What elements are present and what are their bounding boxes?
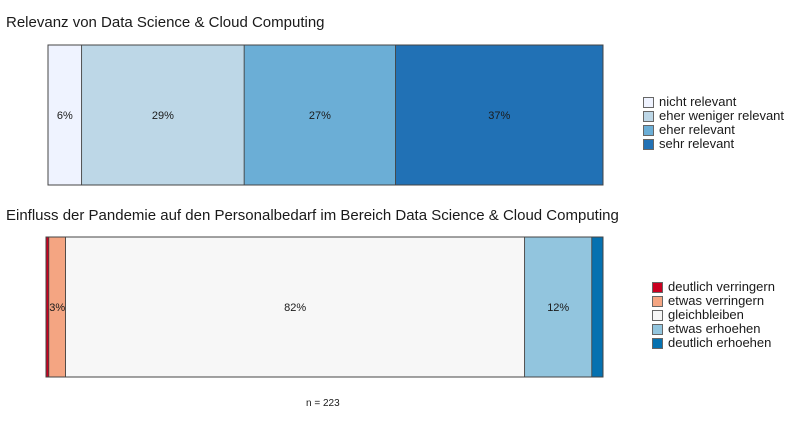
legend-label: gleichbleiben (668, 307, 744, 322)
bar-segment-etwas-erhoehen (524, 236, 593, 378)
legend-swatch (643, 124, 654, 136)
legend-swatch (652, 295, 663, 307)
legend-item-eher-weniger-relevant: eher weniger relevant (643, 109, 784, 123)
legend-relevanz: nicht relevant eher weniger relevant eher … (643, 95, 784, 151)
legend-item-sehr-relevant: sehr relevant (643, 137, 784, 151)
legend-swatch (652, 337, 663, 349)
bar-segment-sehr-relevant (395, 44, 604, 186)
legend-swatch (643, 110, 654, 122)
legend-item-eher-relevant: eher relevant (643, 123, 784, 137)
data-label-etwas-erhoehen: 12% (547, 302, 569, 314)
legend-pandemie: deutlich verringern etwas verringern gleic… (652, 280, 775, 350)
legend-item-deutlich-erhoehen: deutlich erhoehen (652, 336, 775, 350)
legend-item-etwas-erhoehen: etwas erhoehen (652, 322, 775, 336)
legend-label: nicht relevant (659, 94, 737, 109)
bar-segment-nicht-relevant (47, 44, 83, 186)
legend-swatch (652, 281, 663, 293)
bar-segment-deutlich-erhoehen (591, 236, 604, 378)
legend-swatch (643, 138, 654, 150)
chart-title-relevanz: Relevanz von Data Science & Cloud Comput… (6, 14, 325, 31)
legend-item-etwas-verringern: etwas verringern (652, 294, 775, 308)
legend-label: etwas verringern (668, 293, 765, 308)
data-label-etwas-verringern: 3% (49, 302, 65, 314)
plot-frame (47, 44, 604, 186)
legend-label: eher weniger relevant (659, 108, 785, 123)
legend-label: eher relevant (659, 122, 735, 137)
legend-label: deutlich erhoehen (668, 335, 772, 350)
legend-item-deutlich-verringern: deutlich verringern (652, 280, 775, 294)
legend-swatch (652, 309, 663, 321)
plot-frame (45, 236, 604, 378)
data-label-nicht-relevant: 6% (57, 110, 73, 122)
legend-swatch (643, 96, 654, 108)
data-label-gleichbleiben: 82% (284, 302, 306, 314)
data-label-sehr-relevant: 37% (488, 110, 510, 122)
bar-segment-gleichbleiben (65, 236, 526, 378)
data-label-eher-relevant: 27% (309, 110, 331, 122)
legend-swatch (652, 323, 663, 335)
legend-label: sehr relevant (659, 136, 735, 151)
chart-title-pandemie: Einfluss der Pandemie auf den Personalbe… (6, 207, 619, 224)
bar-segment-eher-relevant (243, 44, 396, 186)
legend-label: deutlich verringern (668, 279, 775, 294)
data-label-eher-weniger-relevant: 29% (152, 110, 174, 122)
legend-label: etwas erhoehen (668, 321, 761, 336)
legend-item-nicht-relevant: nicht relevant (643, 95, 784, 109)
sample-size-note: n = 223 (306, 398, 340, 409)
legend-item-gleichbleiben: gleichbleiben (652, 308, 775, 322)
